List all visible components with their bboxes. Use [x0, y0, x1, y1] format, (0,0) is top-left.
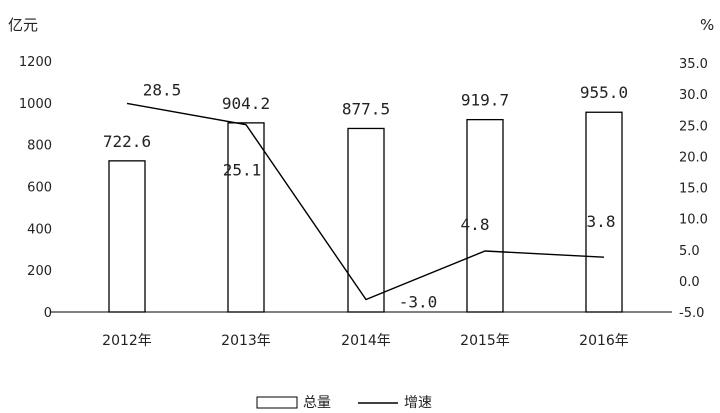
bar [227, 122, 265, 313]
bar [108, 160, 146, 313]
y-right-tick-label: 15.0 [679, 182, 708, 197]
growth-line [126, 102, 605, 301]
y-right-tick-label: 0.0 [679, 275, 700, 290]
y-left-tick-label: 0 [44, 306, 52, 321]
y-left-tick-label: 400 [27, 222, 52, 237]
bar-value-label: 877.5 [342, 99, 390, 118]
line-value-label: -3.0 [399, 293, 438, 312]
bar-value-label: 722.6 [103, 132, 151, 151]
x-category-label: 2013年 [221, 333, 271, 349]
bar-value-label: 919.7 [461, 91, 509, 110]
y-right-tick-label: 35.0 [679, 57, 708, 72]
right-axis-unit: % [700, 16, 714, 34]
y-left-tick-label: 200 [27, 264, 52, 279]
x-category-label: 2014年 [341, 333, 391, 349]
bar-value-label: 955.0 [580, 83, 628, 102]
x-category-label: 2015年 [460, 333, 510, 349]
bar [347, 127, 385, 313]
bar [466, 118, 504, 313]
y-right-tick-label: 5.0 [679, 244, 700, 259]
line-value-label: 25.1 [223, 161, 262, 180]
y-left-tick-label: 1200 [19, 55, 52, 70]
y-right-tick-label: -5.0 [679, 306, 704, 321]
legend-line-label: 增速 [404, 395, 432, 409]
x-category-label: 2016年 [579, 333, 629, 349]
y-left-tick-label: 600 [27, 181, 52, 196]
y-left-tick-label: 1000 [19, 97, 52, 112]
x-category-label: 2012年 [102, 333, 152, 349]
y-right-tick-label: 10.0 [679, 213, 708, 228]
legend-bar-swatch [256, 396, 298, 409]
line-value-label: 3.8 [587, 212, 616, 231]
bar [585, 111, 623, 313]
left-axis-unit: 亿元 [8, 16, 38, 34]
y-left-tick-label: 800 [27, 139, 52, 154]
line-value-label: 4.8 [461, 215, 490, 234]
y-right-tick-label: 30.0 [679, 88, 708, 103]
bar-value-label: 904.2 [222, 94, 270, 113]
y-right-tick-label: 20.0 [679, 150, 708, 165]
y-right-tick-label: 25.0 [679, 119, 708, 134]
legend-bar-label: 总量 [303, 395, 331, 409]
line-value-label: 28.5 [143, 80, 182, 99]
legend: 总量 增速 [256, 395, 432, 411]
